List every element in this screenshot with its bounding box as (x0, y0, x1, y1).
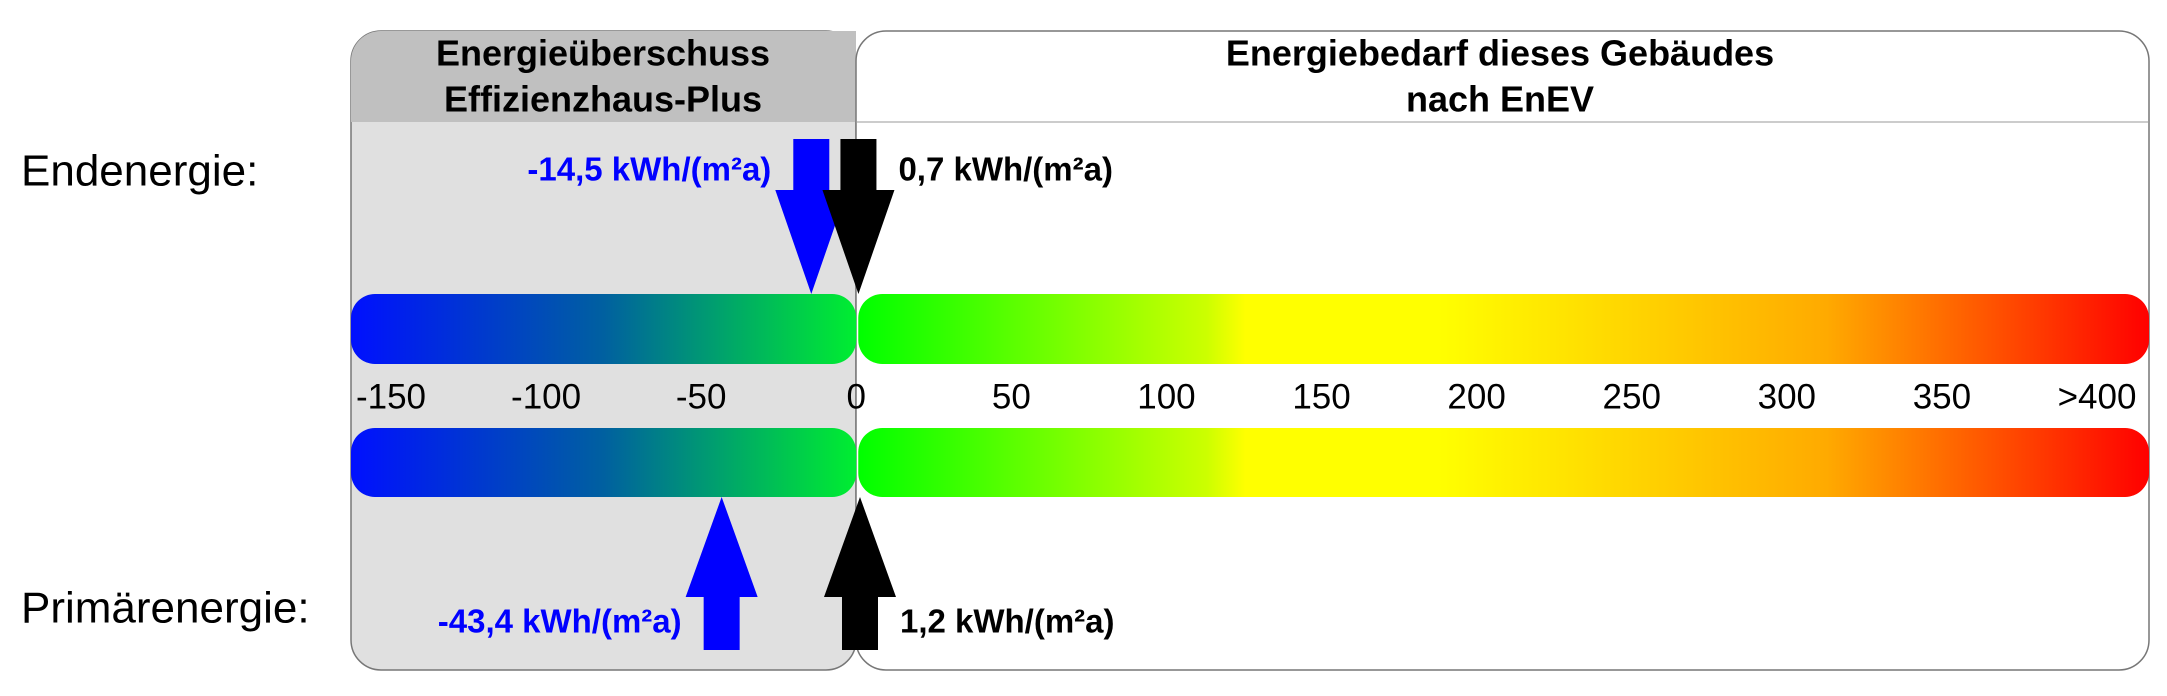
row-label: Primärenergie: (21, 584, 310, 633)
scale-bar-negative (351, 428, 857, 497)
x-tick-label: -100 (511, 377, 581, 416)
surplus-header-bg (351, 31, 856, 122)
value-label: 1,2 kWh/(m²a) (900, 603, 1115, 640)
header-left: Effizienzhaus-Plus (444, 79, 762, 120)
value-label: -14,5 kWh/(m²a) (527, 151, 771, 188)
scale-bar-positive (858, 294, 2149, 364)
x-tick-label: 0 (847, 377, 866, 416)
value-arrow (823, 497, 896, 650)
value-label: 0,7 kWh/(m²a) (898, 151, 1113, 188)
row-label: Endenergie: (21, 147, 258, 196)
x-tick-label: 50 (992, 377, 1031, 416)
x-tick-label: >400 (2058, 377, 2137, 416)
header-left: Energieüberschuss (436, 33, 770, 74)
value-arrow (822, 139, 895, 294)
header-right: nach EnEV (1406, 79, 1594, 120)
value-arrow (775, 139, 848, 294)
header-right: Energiebedarf dieses Gebäudes (1226, 33, 1774, 74)
value-label: -43,4 kWh/(m²a) (438, 603, 682, 640)
x-tick-label: -50 (676, 377, 727, 416)
x-tick-label: 100 (1137, 377, 1195, 416)
x-tick-label: 350 (1913, 377, 1971, 416)
value-arrow (685, 497, 758, 650)
x-tick-label: -150 (356, 377, 426, 416)
x-tick-label: 150 (1292, 377, 1350, 416)
content: Energieüberschuss Effizienzhaus-Plus Energ… (21, 33, 2149, 650)
x-tick-label: 300 (1758, 377, 1816, 416)
x-tick-label: 250 (1603, 377, 1661, 416)
scale-bar-negative (351, 294, 857, 364)
x-tick-label: 200 (1447, 377, 1505, 416)
scale-bar-positive (858, 428, 2149, 497)
